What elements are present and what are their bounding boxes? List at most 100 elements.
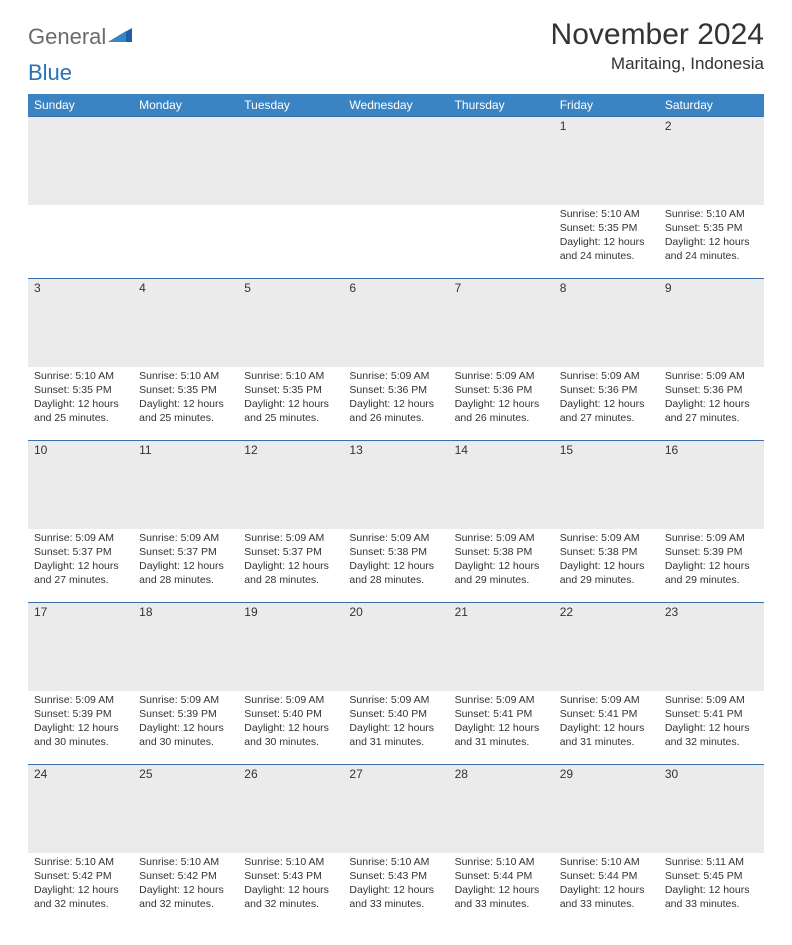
day-cell — [343, 205, 448, 279]
day-cell — [28, 205, 133, 279]
day-details: Sunrise: 5:09 AMSunset: 5:41 PMDaylight:… — [659, 691, 764, 756]
week-daynum-row: 12 — [28, 117, 764, 205]
day-cell: Sunrise: 5:09 AMSunset: 5:36 PMDaylight:… — [659, 367, 764, 441]
day-number: 22 — [554, 603, 659, 621]
day-cell — [238, 205, 343, 279]
day-number — [28, 117, 133, 121]
day-cell: Sunrise: 5:09 AMSunset: 5:37 PMDaylight:… — [238, 529, 343, 603]
day-number: 18 — [133, 603, 238, 621]
day-number: 20 — [343, 603, 448, 621]
weekday-header-row: SundayMondayTuesdayWednesdayThursdayFrid… — [28, 94, 764, 117]
day-number-cell: 3 — [28, 279, 133, 367]
day-number: 2 — [659, 117, 764, 135]
day-details: Sunrise: 5:09 AMSunset: 5:36 PMDaylight:… — [343, 367, 448, 432]
day-details — [238, 205, 343, 213]
day-number-cell: 10 — [28, 441, 133, 529]
day-number: 14 — [449, 441, 554, 459]
weekday-header: Friday — [554, 94, 659, 117]
day-details: Sunrise: 5:10 AMSunset: 5:35 PMDaylight:… — [133, 367, 238, 432]
brand-triangle-icon — [108, 26, 134, 49]
day-number-cell: 6 — [343, 279, 448, 367]
day-cell: Sunrise: 5:09 AMSunset: 5:39 PMDaylight:… — [659, 529, 764, 603]
day-details: Sunrise: 5:10 AMSunset: 5:35 PMDaylight:… — [554, 205, 659, 270]
day-details: Sunrise: 5:09 AMSunset: 5:41 PMDaylight:… — [554, 691, 659, 756]
day-cell: Sunrise: 5:10 AMSunset: 5:43 PMDaylight:… — [238, 853, 343, 927]
month-title: November 2024 — [551, 18, 764, 52]
location: Maritaing, Indonesia — [551, 54, 764, 74]
day-details: Sunrise: 5:10 AMSunset: 5:35 PMDaylight:… — [238, 367, 343, 432]
day-number-cell: 25 — [133, 765, 238, 853]
brand-blue: Blue — [28, 60, 72, 86]
day-cell: Sunrise: 5:10 AMSunset: 5:35 PMDaylight:… — [238, 367, 343, 441]
day-cell: Sunrise: 5:09 AMSunset: 5:37 PMDaylight:… — [133, 529, 238, 603]
day-details — [449, 205, 554, 213]
day-number: 1 — [554, 117, 659, 135]
day-cell: Sunrise: 5:10 AMSunset: 5:44 PMDaylight:… — [554, 853, 659, 927]
day-number: 30 — [659, 765, 764, 783]
day-details: Sunrise: 5:09 AMSunset: 5:37 PMDaylight:… — [133, 529, 238, 594]
day-details: Sunrise: 5:10 AMSunset: 5:44 PMDaylight:… — [554, 853, 659, 918]
day-number: 19 — [238, 603, 343, 621]
day-details: Sunrise: 5:09 AMSunset: 5:41 PMDaylight:… — [449, 691, 554, 756]
day-cell: Sunrise: 5:09 AMSunset: 5:40 PMDaylight:… — [343, 691, 448, 765]
day-details: Sunrise: 5:09 AMSunset: 5:37 PMDaylight:… — [28, 529, 133, 594]
day-number-cell: 13 — [343, 441, 448, 529]
day-details: Sunrise: 5:09 AMSunset: 5:36 PMDaylight:… — [449, 367, 554, 432]
day-number-cell: 15 — [554, 441, 659, 529]
weekday-header: Thursday — [449, 94, 554, 117]
week-row: Sunrise: 5:09 AMSunset: 5:37 PMDaylight:… — [28, 529, 764, 603]
week-daynum-row: 3456789 — [28, 279, 764, 367]
weekday-header: Monday — [133, 94, 238, 117]
weekday-header: Wednesday — [343, 94, 448, 117]
week-row: Sunrise: 5:09 AMSunset: 5:39 PMDaylight:… — [28, 691, 764, 765]
day-number — [238, 117, 343, 121]
week-row: Sunrise: 5:10 AMSunset: 5:42 PMDaylight:… — [28, 853, 764, 927]
day-cell: Sunrise: 5:10 AMSunset: 5:42 PMDaylight:… — [133, 853, 238, 927]
day-details: Sunrise: 5:10 AMSunset: 5:35 PMDaylight:… — [28, 367, 133, 432]
day-number-cell: 12 — [238, 441, 343, 529]
day-details: Sunrise: 5:09 AMSunset: 5:36 PMDaylight:… — [554, 367, 659, 432]
day-details — [133, 205, 238, 213]
day-cell: Sunrise: 5:09 AMSunset: 5:41 PMDaylight:… — [659, 691, 764, 765]
weekday-header: Tuesday — [238, 94, 343, 117]
day-cell: Sunrise: 5:10 AMSunset: 5:43 PMDaylight:… — [343, 853, 448, 927]
day-cell: Sunrise: 5:09 AMSunset: 5:36 PMDaylight:… — [449, 367, 554, 441]
day-number: 16 — [659, 441, 764, 459]
day-number: 7 — [449, 279, 554, 297]
day-number-cell: 29 — [554, 765, 659, 853]
day-number-cell: 2 — [659, 117, 764, 205]
day-cell: Sunrise: 5:10 AMSunset: 5:35 PMDaylight:… — [554, 205, 659, 279]
day-number-cell: 24 — [28, 765, 133, 853]
day-number-cell: 1 — [554, 117, 659, 205]
day-cell: Sunrise: 5:09 AMSunset: 5:38 PMDaylight:… — [554, 529, 659, 603]
day-number — [133, 117, 238, 121]
day-number — [449, 117, 554, 121]
day-cell: Sunrise: 5:11 AMSunset: 5:45 PMDaylight:… — [659, 853, 764, 927]
day-cell: Sunrise: 5:09 AMSunset: 5:41 PMDaylight:… — [554, 691, 659, 765]
brand-logo: General — [28, 24, 134, 50]
day-number: 9 — [659, 279, 764, 297]
day-number-cell: 5 — [238, 279, 343, 367]
day-number: 5 — [238, 279, 343, 297]
day-number: 21 — [449, 603, 554, 621]
day-details: Sunrise: 5:09 AMSunset: 5:36 PMDaylight:… — [659, 367, 764, 432]
day-number-cell: 4 — [133, 279, 238, 367]
day-number: 25 — [133, 765, 238, 783]
day-cell: Sunrise: 5:09 AMSunset: 5:37 PMDaylight:… — [28, 529, 133, 603]
weekday-header: Sunday — [28, 94, 133, 117]
day-cell — [133, 205, 238, 279]
day-number-cell: 18 — [133, 603, 238, 691]
day-details: Sunrise: 5:10 AMSunset: 5:44 PMDaylight:… — [449, 853, 554, 918]
day-details: Sunrise: 5:10 AMSunset: 5:43 PMDaylight:… — [238, 853, 343, 918]
day-number-cell: 19 — [238, 603, 343, 691]
day-number-cell — [238, 117, 343, 205]
brand-general: General — [28, 24, 106, 50]
day-cell — [449, 205, 554, 279]
day-cell: Sunrise: 5:10 AMSunset: 5:35 PMDaylight:… — [28, 367, 133, 441]
day-details: Sunrise: 5:09 AMSunset: 5:37 PMDaylight:… — [238, 529, 343, 594]
day-number: 11 — [133, 441, 238, 459]
day-number-cell: 26 — [238, 765, 343, 853]
day-number-cell: 20 — [343, 603, 448, 691]
weekday-header: Saturday — [659, 94, 764, 117]
day-details: Sunrise: 5:09 AMSunset: 5:40 PMDaylight:… — [343, 691, 448, 756]
